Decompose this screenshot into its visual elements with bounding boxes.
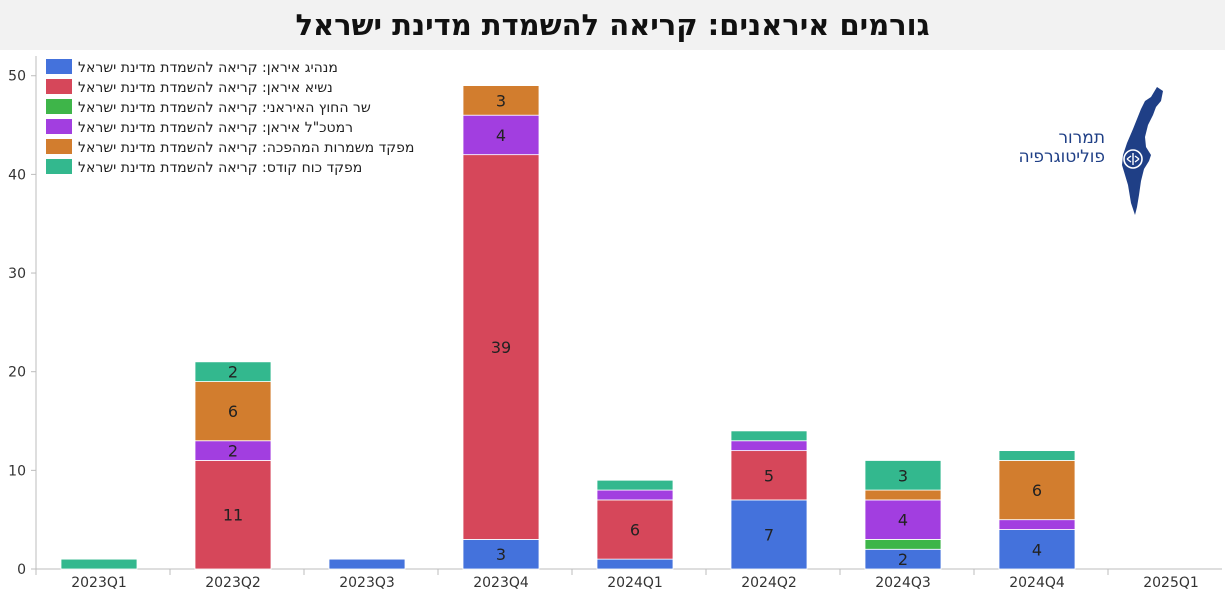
data-label: 6 bbox=[630, 521, 640, 540]
data-label: 4 bbox=[1032, 540, 1042, 559]
legend-label: מנהיג איראן: קריאה להשמדת מדינת ישראל bbox=[78, 60, 338, 76]
data-label: 6 bbox=[1032, 481, 1042, 500]
bar-segment bbox=[998, 519, 1076, 530]
bar-segment bbox=[462, 114, 540, 156]
legend-label: שר החוץ האיראני: קריאה להשמדת מדינת ישרא… bbox=[78, 100, 371, 116]
legend-label: מפקד משמרות המהפכה: קריאה להשמדת מדינת י… bbox=[78, 140, 414, 156]
bar-segment bbox=[596, 489, 674, 501]
bars bbox=[60, 85, 1076, 570]
bar-segment bbox=[462, 85, 540, 116]
bar-segment bbox=[328, 558, 406, 570]
legend-label: נשיא איראן: קריאה להשמדת מדינת ישראל bbox=[78, 80, 333, 96]
data-label: 6 bbox=[228, 402, 238, 421]
x-tick-label: 2023Q3 bbox=[339, 575, 395, 591]
x-tick-label: 2024Q2 bbox=[741, 575, 797, 591]
y-tick-label: 30 bbox=[8, 266, 26, 282]
data-label: 5 bbox=[764, 466, 774, 485]
bar-segment bbox=[596, 558, 674, 570]
bar-segment bbox=[596, 499, 674, 560]
bar-segment bbox=[194, 381, 272, 442]
data-label: 4 bbox=[898, 511, 908, 530]
y-tick-label: 50 bbox=[8, 69, 26, 85]
stacked-bar-chart: 0 10 20 30 40 50 2023Q1 2023Q2 2023Q3 2023Q4 2024Q… bbox=[8, 56, 1222, 591]
legend-swatch bbox=[46, 119, 72, 134]
bar-segment bbox=[194, 361, 272, 382]
x-tick-label: 2024Q4 bbox=[1009, 575, 1065, 591]
bar-segment bbox=[864, 539, 942, 550]
bar-segment bbox=[462, 154, 540, 540]
bar-segment bbox=[462, 539, 540, 570]
bar-segment bbox=[60, 558, 138, 570]
bar-segment bbox=[730, 440, 808, 452]
data-label: 4 bbox=[496, 126, 506, 145]
bar-segment bbox=[730, 450, 808, 501]
data-labels: 11 2 6 2 3 39 4 3 6 7 5 2 4 3 4 6 bbox=[223, 91, 1042, 569]
data-label: 2 bbox=[228, 442, 238, 461]
y-tick-label: 10 bbox=[8, 463, 26, 479]
y-tick-label: 40 bbox=[8, 167, 26, 183]
logo-road-sign-ring bbox=[1123, 149, 1143, 169]
bar-segment bbox=[730, 499, 808, 570]
bar-segment bbox=[864, 489, 942, 501]
chart-title: גורמים איראנים: קריאה להשמדת מדינת ישראל bbox=[295, 8, 930, 42]
israel-map-icon bbox=[1122, 87, 1163, 215]
x-tick-label: 2023Q1 bbox=[71, 575, 127, 591]
legend-swatch bbox=[46, 159, 72, 174]
legend: מנהיג איראן: קריאה להשמדת מדינת ישראל נשי… bbox=[46, 59, 414, 176]
legend-label: מפקד כוח קודס: קריאה להשמדת מדינת ישראל bbox=[78, 160, 362, 176]
data-label: 3 bbox=[496, 91, 506, 110]
data-label: 7 bbox=[764, 525, 774, 544]
bar-segment bbox=[194, 460, 272, 570]
data-label: 3 bbox=[496, 545, 506, 564]
data-label: 2 bbox=[228, 363, 238, 382]
chart-title-bar: גורמים איראנים: קריאה להשמדת מדינת ישראל bbox=[0, 0, 1225, 50]
israel-map-shape bbox=[1122, 87, 1163, 215]
x-tick-label: 2023Q4 bbox=[473, 575, 529, 591]
bar-segment bbox=[730, 430, 808, 442]
x-tick-label: 2024Q1 bbox=[607, 575, 663, 591]
data-label: 39 bbox=[491, 338, 511, 357]
legend-swatch bbox=[46, 79, 72, 94]
data-label: 11 bbox=[223, 506, 243, 525]
logo-text-line-2: פוליטוגרפיה bbox=[1018, 147, 1106, 167]
bar-segment bbox=[998, 460, 1076, 521]
logo-road-sign-arrows bbox=[1126, 153, 1140, 165]
legend-swatch bbox=[46, 99, 72, 114]
bar-segment bbox=[596, 479, 674, 491]
tamrur-logo: תמרור פוליטוגרפיה bbox=[985, 85, 1185, 220]
legend-swatch bbox=[46, 59, 72, 74]
logo-text-line-1: תמרור bbox=[1058, 128, 1105, 148]
legend-swatch bbox=[46, 139, 72, 154]
x-tick-label: 2024Q3 bbox=[875, 575, 931, 591]
bar-segment bbox=[998, 450, 1076, 461]
data-label: 3 bbox=[898, 466, 908, 485]
chart-area: 0 10 20 30 40 50 2023Q1 2023Q2 2023Q3 2023Q4 2024Q… bbox=[0, 50, 1225, 595]
x-tick-label: 2023Q2 bbox=[205, 575, 261, 591]
data-label: 2 bbox=[898, 550, 908, 569]
x-tick-label: 2025Q1 bbox=[1143, 575, 1199, 591]
y-tick-label: 20 bbox=[8, 365, 26, 381]
legend-label: רמטכ"ל איראן: קריאה להשמדת מדינת ישראל bbox=[78, 120, 353, 136]
y-tick-label: 0 bbox=[17, 562, 26, 578]
bar-segment bbox=[864, 460, 942, 491]
